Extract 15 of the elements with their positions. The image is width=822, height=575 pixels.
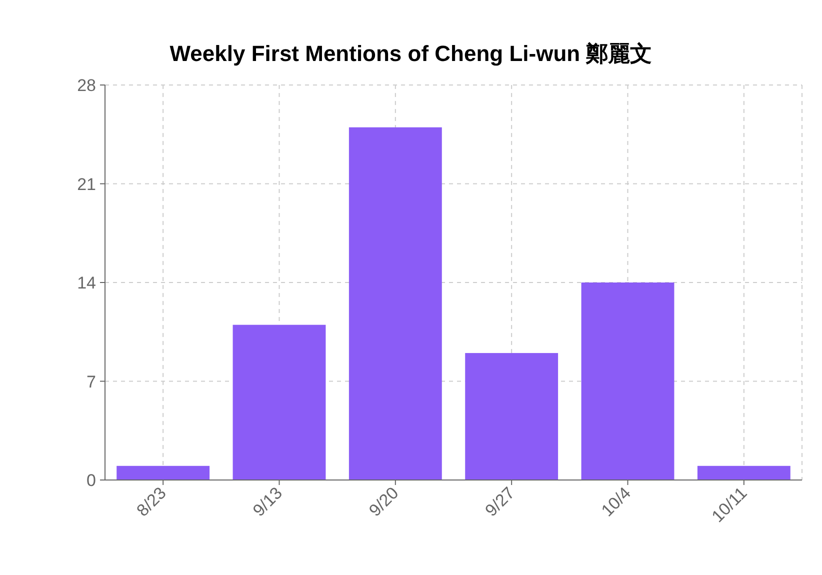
chart-title: Weekly First Mentions of Cheng Li-wun 鄭麗文: [170, 41, 652, 66]
y-tick-label: 21: [77, 174, 96, 194]
y-tick-label: 0: [86, 471, 96, 490]
bar: [232, 324, 326, 480]
x-tick-label: 9/13: [249, 483, 286, 520]
bar: [581, 282, 674, 480]
y-tick-label: 14: [77, 274, 96, 292]
x-tick-label: 9/20: [365, 483, 402, 520]
bar: [465, 353, 558, 480]
y-tick-label: 28: [77, 76, 96, 95]
x-tick-label: 8/23: [133, 483, 170, 520]
y-tick-label: 7: [86, 372, 96, 392]
bar: [116, 466, 210, 480]
bar: [348, 127, 442, 480]
bar: [697, 466, 790, 480]
